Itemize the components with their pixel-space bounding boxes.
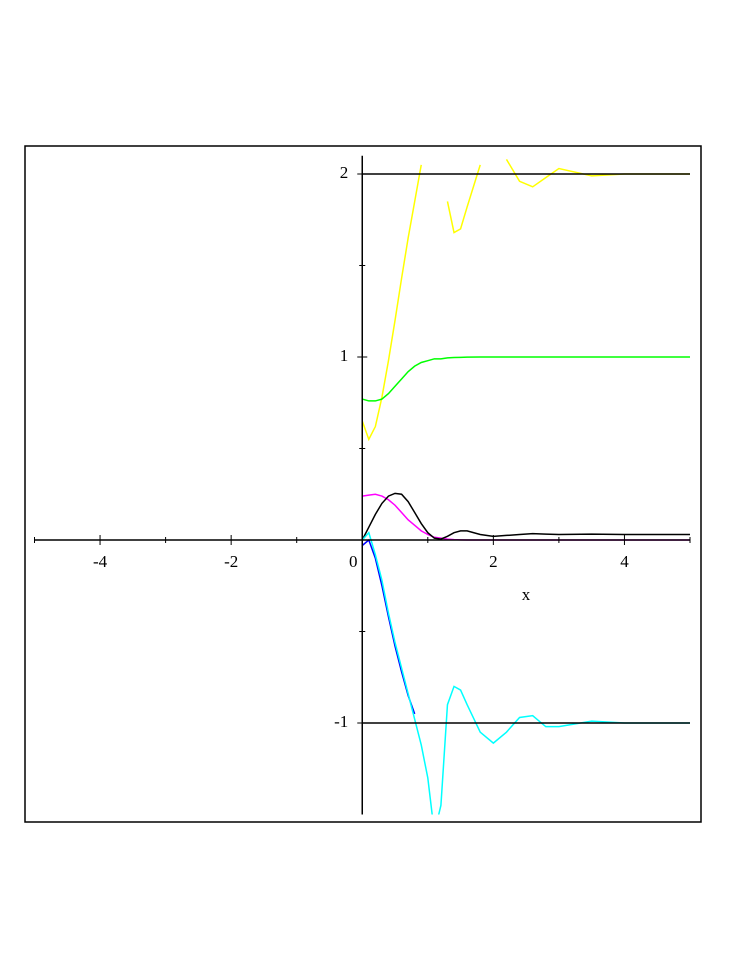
x-axis-label: x — [522, 585, 531, 604]
series-line — [362, 493, 690, 541]
y-tick-label: 2 — [340, 163, 349, 182]
x-tick-label: -2 — [224, 552, 238, 571]
y-tick-label: -1 — [334, 712, 348, 731]
x-tick-label: 2 — [489, 552, 498, 571]
series-line — [361, 492, 690, 541]
frame — [24, 145, 702, 823]
plot-area — [361, 158, 690, 815]
x-tick-label: 4 — [620, 552, 629, 571]
series-line — [361, 531, 690, 815]
x-tick-label: -4 — [93, 552, 108, 571]
series-line — [362, 356, 690, 402]
y-tick-label: 1 — [340, 346, 349, 365]
x-tick-label: 0 — [349, 552, 358, 571]
series-line — [361, 158, 690, 442]
